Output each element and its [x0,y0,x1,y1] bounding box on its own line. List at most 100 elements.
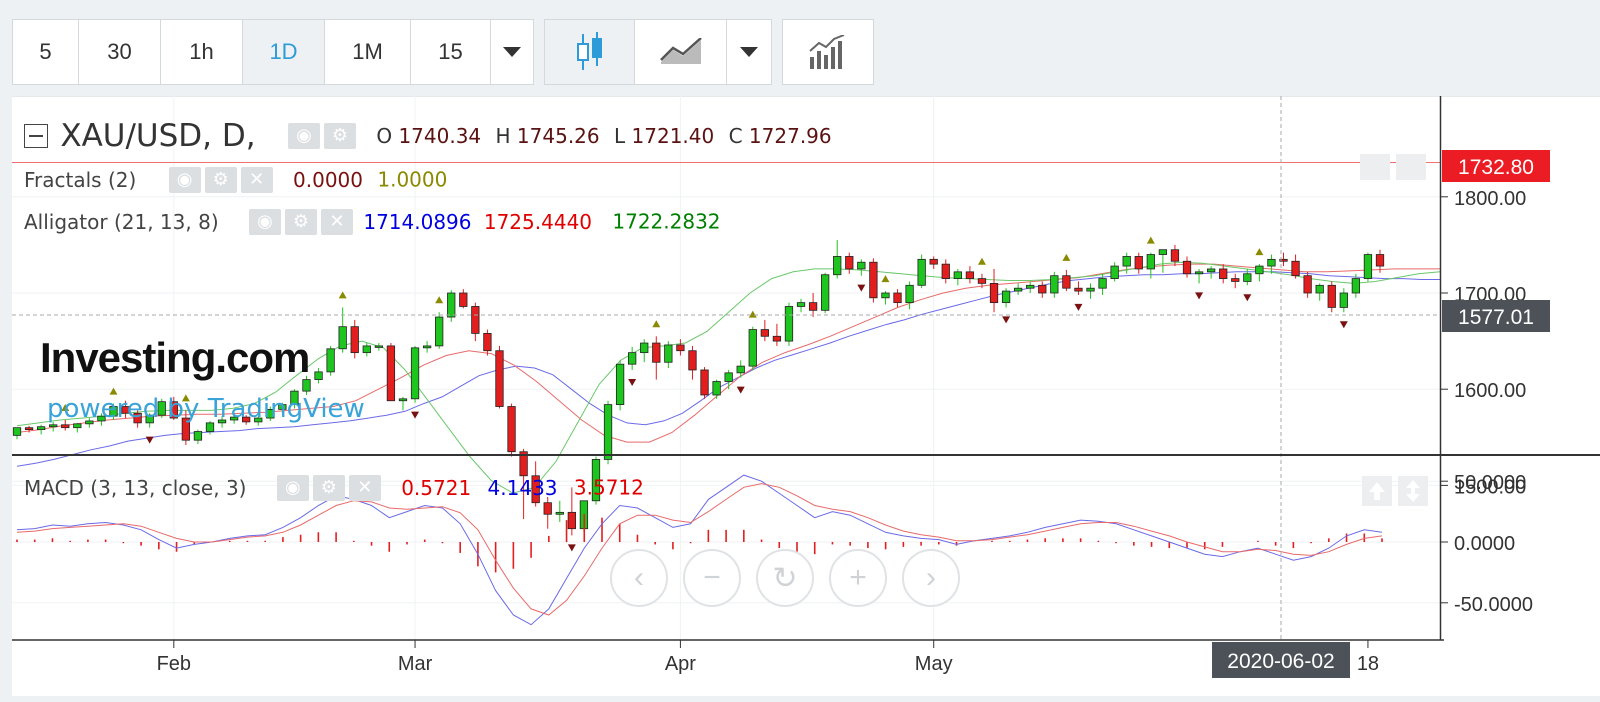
candle-body[interactable] [109,406,118,417]
candle-body[interactable] [1014,287,1023,292]
symbol-settings-button[interactable]: ⚙ [323,123,356,149]
candle-body[interactable] [1267,258,1276,267]
candle-body[interactable] [736,365,745,374]
candle-body[interactable] [1122,256,1131,267]
candle-body[interactable] [905,284,914,304]
candle-body[interactable] [217,419,227,424]
candlestick-button[interactable] [545,20,635,84]
alligator-visibility-button[interactable]: ◉ [248,208,281,235]
candle-body[interactable] [1098,278,1107,289]
candle-body[interactable] [700,369,709,396]
candle-body[interactable] [615,363,625,405]
interval-1m-button[interactable]: 1M [325,20,411,84]
candle-body[interactable] [712,381,721,396]
candle-body[interactable] [1231,278,1240,282]
candle-body[interactable] [1243,273,1252,282]
candle-body[interactable] [1001,290,1011,304]
candle-body[interactable] [929,258,938,265]
candle-body[interactable] [1339,292,1348,308]
candle-body[interactable] [338,326,347,350]
candle-body[interactable] [917,258,926,286]
candle-body[interactable] [1050,275,1059,294]
reset-chart-button[interactable]: ↻ [756,549,814,607]
candle-body[interactable] [435,316,444,347]
candle-body[interactable] [1026,284,1035,289]
zoom-out-button[interactable]: − [683,549,741,607]
candle-body[interactable] [1182,260,1192,275]
candle-body[interactable] [507,406,516,453]
candle-body[interactable] [1351,278,1361,294]
candle-body[interactable] [748,329,757,367]
symbol-visibility-button[interactable]: ◉ [287,123,320,149]
candle-body[interactable] [422,345,432,349]
candle-body[interactable] [169,401,178,419]
candle-body[interactable] [989,282,999,304]
candle-body[interactable] [664,344,673,363]
candle-body[interactable] [459,292,468,307]
candle-body[interactable] [628,352,637,365]
candle-body[interactable] [845,256,854,270]
candle-body[interactable] [893,292,902,304]
candle-body[interactable] [796,302,806,307]
candle-body[interactable] [12,427,22,436]
zoom-in-button[interactable]: + [829,549,887,607]
candle-body[interactable] [97,415,106,422]
candle-body[interactable] [410,347,420,400]
candle-body[interactable] [326,348,335,373]
candle-body[interactable] [555,511,564,515]
candle-body[interactable] [808,302,818,311]
candle-body[interactable] [772,335,782,342]
candle-body[interactable] [965,271,975,279]
macd-settings-button[interactable]: ⚙ [312,474,345,501]
candle-body[interactable] [1219,268,1228,279]
candle-body[interactable] [941,263,950,279]
candle-body[interactable] [531,475,540,504]
chart-type-dropdown-button[interactable] [727,20,771,84]
candle-body[interactable] [1170,249,1180,262]
candle-body[interactable] [290,390,299,405]
candle-body[interactable] [73,423,82,429]
fractals-visibility-button[interactable]: ◉ [168,166,201,193]
interval-1h-button[interactable]: 1h [161,20,243,84]
candle-body[interactable] [398,398,408,402]
candle-body[interactable] [1255,265,1264,275]
candle-body[interactable] [36,426,46,431]
candle-body[interactable] [977,278,987,284]
candle-body[interactable] [85,420,94,425]
candle-body[interactable] [1375,254,1385,267]
candle-body[interactable] [133,412,142,424]
candle-body[interactable] [881,292,890,299]
indicators-button[interactable] [783,20,873,84]
candle-body[interactable] [374,345,383,348]
fractals-settings-button[interactable]: ⚙ [204,166,237,193]
candle-body[interactable] [1194,271,1204,275]
scroll-left-button[interactable]: ‹ [610,549,668,607]
candle-body[interactable] [1327,284,1336,308]
alligator-remove-button[interactable]: ✕ [320,208,353,235]
fractals-remove-button[interactable]: ✕ [240,166,273,193]
alligator-settings-button[interactable]: ⚙ [284,208,317,235]
candle-body[interactable] [1315,284,1324,294]
pane-scale-up-button[interactable] [1360,154,1390,180]
candle-body[interactable] [242,416,251,423]
interval-15-button[interactable]: 15 [411,20,491,84]
candle-body[interactable] [181,417,191,441]
candle-body[interactable] [386,345,396,402]
candle-body[interactable] [1291,260,1300,277]
candle-body[interactable] [640,342,649,354]
candle-body[interactable] [591,459,601,502]
candle-body[interactable] [869,261,878,299]
candle-body[interactable] [49,424,58,428]
candle-body[interactable] [1279,258,1288,262]
candle-body[interactable] [821,274,830,311]
candle-body[interactable] [519,451,528,477]
candle-body[interactable] [833,256,842,276]
interval-5-button[interactable]: 5 [13,20,79,84]
candle-body[interactable] [61,424,70,429]
candle-body[interactable] [483,333,492,352]
candle-body[interactable] [447,292,456,318]
candle-body[interactable] [1110,265,1119,279]
candle-body[interactable] [1363,254,1373,279]
candle-body[interactable] [266,409,275,419]
